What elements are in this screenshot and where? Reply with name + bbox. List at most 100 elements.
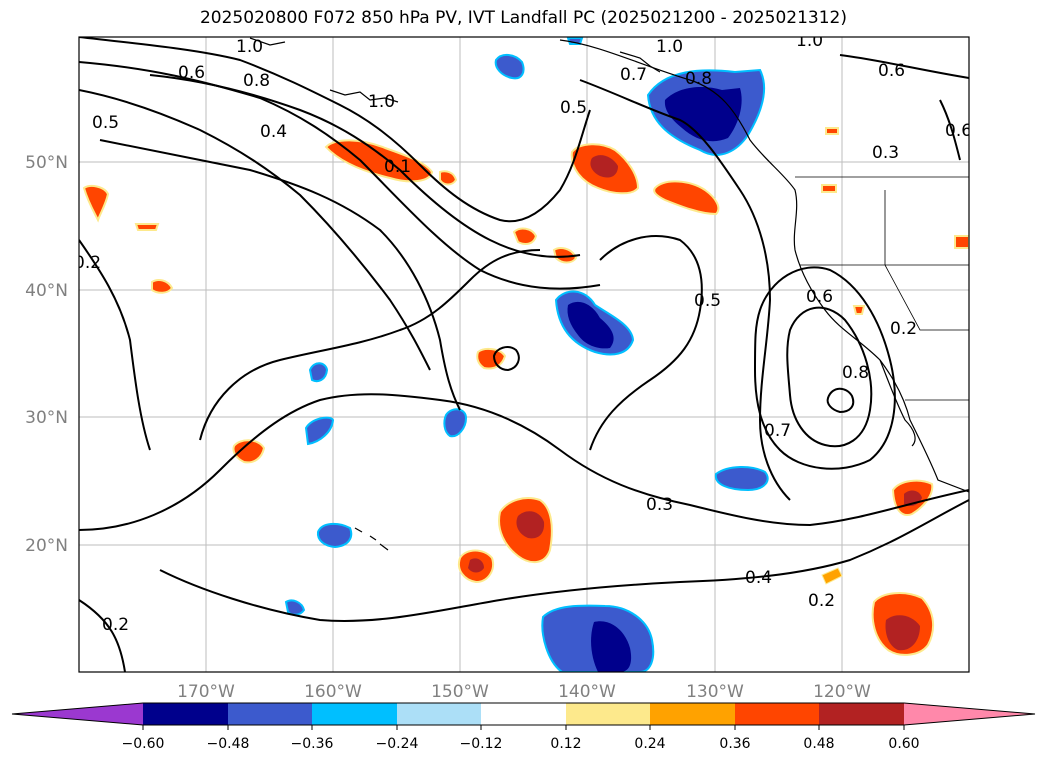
pv-blob-22n-145w-core: [516, 511, 545, 539]
pv-blob-southeast-core: [885, 615, 920, 651]
contour-0-3: [79, 393, 969, 531]
contour-0-2-lower: [79, 599, 126, 672]
contour-labels: 1.0 1.0 1.0 0.6 0.8 1.0 0.5 0.4 0.5 0.7 …: [74, 31, 972, 635]
contour-label-0-2-b: 0.2: [890, 319, 917, 339]
pv-blob-40n-165w: [151, 279, 174, 294]
pv-blob-16n-120w: [821, 567, 843, 585]
contour-label-0-8-b: 0.8: [685, 69, 712, 89]
state-borders: [795, 176, 969, 401]
pv-blob-18n-148w-core: [468, 558, 484, 573]
contour-label-1-0-c: 1.0: [796, 31, 823, 51]
pv-blob-44n-145w: [512, 227, 538, 245]
pv-blob-baja: [714, 466, 769, 492]
contour-inner-ring: [826, 387, 855, 414]
contour-0-7-ring: [753, 266, 896, 470]
colorbar-label-0: −0.60: [122, 736, 165, 752]
contour-1-0-upper: [79, 37, 591, 223]
contour-label-0-6-a: 0.6: [178, 63, 205, 83]
pv-blob-subtropics-south-core: [591, 621, 632, 672]
colorbar-bin-6: [566, 703, 651, 725]
pv-blob-43n-142w: [552, 247, 578, 264]
contour-label-0-2-c: 0.2: [808, 591, 835, 611]
contour-label-0-3-a: 0.3: [872, 143, 899, 163]
pv-blob-hawaii: [316, 522, 353, 549]
pv-blob-38n-core: [567, 301, 614, 349]
colorbar-label-1: −0.48: [207, 736, 250, 752]
ivt-contours: [79, 37, 969, 672]
coastline-alaska-islands: [249, 37, 661, 103]
contour-label-0-4-a: 0.4: [260, 122, 287, 142]
pv-blob-48n-132w: [653, 180, 720, 216]
contour-label-0-5-b: 0.5: [92, 113, 119, 133]
colorbar-label-4: −0.12: [460, 736, 503, 752]
lon-label-130w: 130°W: [686, 682, 744, 702]
colorbar: −0.60 −0.48 −0.36 −0.24 −0.12 0.12 0.24 …: [11, 702, 1036, 752]
contour-label-0-8-c: 0.8: [842, 363, 869, 383]
colorbar-label-8: 0.48: [803, 736, 834, 752]
pv-blob-oregon: [821, 184, 837, 193]
lat-label-40n: 40°N: [25, 281, 68, 301]
colorbar-label-9: 0.60: [888, 736, 919, 752]
latitude-axis-labels: 50°N 40°N 30°N 20°N: [25, 153, 68, 556]
pv-blob-california-small: [852, 305, 866, 315]
pv-blob-west-edge: [82, 185, 110, 223]
colorbar-ticks: [142, 725, 905, 730]
coastlines: [249, 37, 969, 551]
contour-0-6: [79, 61, 601, 290]
lon-label-150w: 150°W: [431, 682, 489, 702]
contour-label-1-0-d: 1.0: [368, 92, 395, 112]
coastline-baja: [879, 359, 916, 447]
pv-blob-160w-28n: [304, 416, 335, 446]
map-panel: 1.0 1.0 1.0 0.6 0.8 1.0 0.5 0.4 0.5 0.7 …: [74, 31, 972, 672]
contour-label-0-4-b: 0.4: [745, 568, 772, 588]
coastline-hawaii: [354, 527, 389, 551]
contour-0-3-loop: [199, 249, 541, 441]
contour-label-1-0-b: 1.0: [656, 37, 683, 57]
contour-label-0-2-a: 0.2: [74, 253, 101, 273]
colorbar-bin-9: [819, 703, 904, 725]
contour-label-0-6-c: 0.6: [945, 121, 972, 141]
contour-label-0-2-d: 0.2: [102, 615, 129, 635]
pv-blob-gulf-alaska-core: [664, 87, 742, 142]
contour-0-4: [99, 139, 461, 411]
contour-label-1-0-a: 1.0: [236, 37, 263, 57]
contour-label-0-6-b: 0.6: [878, 61, 905, 81]
lon-label-170w: 170°W: [177, 682, 235, 702]
colorbar-label-6: 0.24: [634, 736, 665, 752]
coastline-north-america: [559, 39, 969, 493]
contour-label-0-5-c: 0.5: [694, 291, 721, 311]
lat-label-20n: 20°N: [25, 536, 68, 556]
colorbar-bin-7: [650, 703, 735, 725]
contour-0-5-central: [589, 235, 703, 451]
lat-label-30n: 30°N: [25, 408, 68, 428]
contour-label-0-7-b: 0.7: [764, 421, 791, 441]
contour-0-8-ring: [786, 306, 873, 448]
pv-blob-35n: [308, 362, 329, 383]
pv-negative-anomalies: [284, 37, 769, 672]
contour-label-0-1: 0.1: [384, 157, 411, 177]
border-nevada: [884, 190, 969, 331]
contour-0-5-west: [79, 89, 431, 371]
colorbar-bin-5: [481, 703, 566, 725]
colorbar-bin-4: [397, 703, 482, 725]
contour-label-0-7-a: 0.7: [620, 65, 647, 85]
map-title: 2025020800 F072 850 hPa PV, IVT Landfall…: [199, 8, 847, 28]
pv-blob-idaho: [954, 235, 969, 249]
colorbar-bin-1: [143, 703, 228, 725]
colorbar-label-7: 0.36: [719, 736, 750, 752]
longitude-axis-labels: 170°W 160°W 150°W 140°W 130°W 120°W: [177, 682, 871, 702]
contour-closed-35n: [492, 346, 520, 372]
colorbar-label-5: 0.12: [550, 736, 581, 752]
contour-label-0-5-a: 0.5: [560, 98, 587, 118]
gridlines: [79, 37, 969, 672]
colorbar-label-3: −0.24: [376, 736, 419, 752]
colorbar-label-2: −0.36: [291, 736, 334, 752]
lon-label-120w: 120°W: [813, 682, 871, 702]
pv-blob-45n-168w: [134, 223, 160, 231]
contour-0-2-south: [159, 499, 969, 622]
lon-label-160w: 160°W: [304, 682, 362, 702]
colorbar-extend-max: [904, 703, 1035, 725]
contour-label-0-8-a: 0.8: [243, 71, 270, 91]
contour-0-5-east: [579, 79, 791, 501]
